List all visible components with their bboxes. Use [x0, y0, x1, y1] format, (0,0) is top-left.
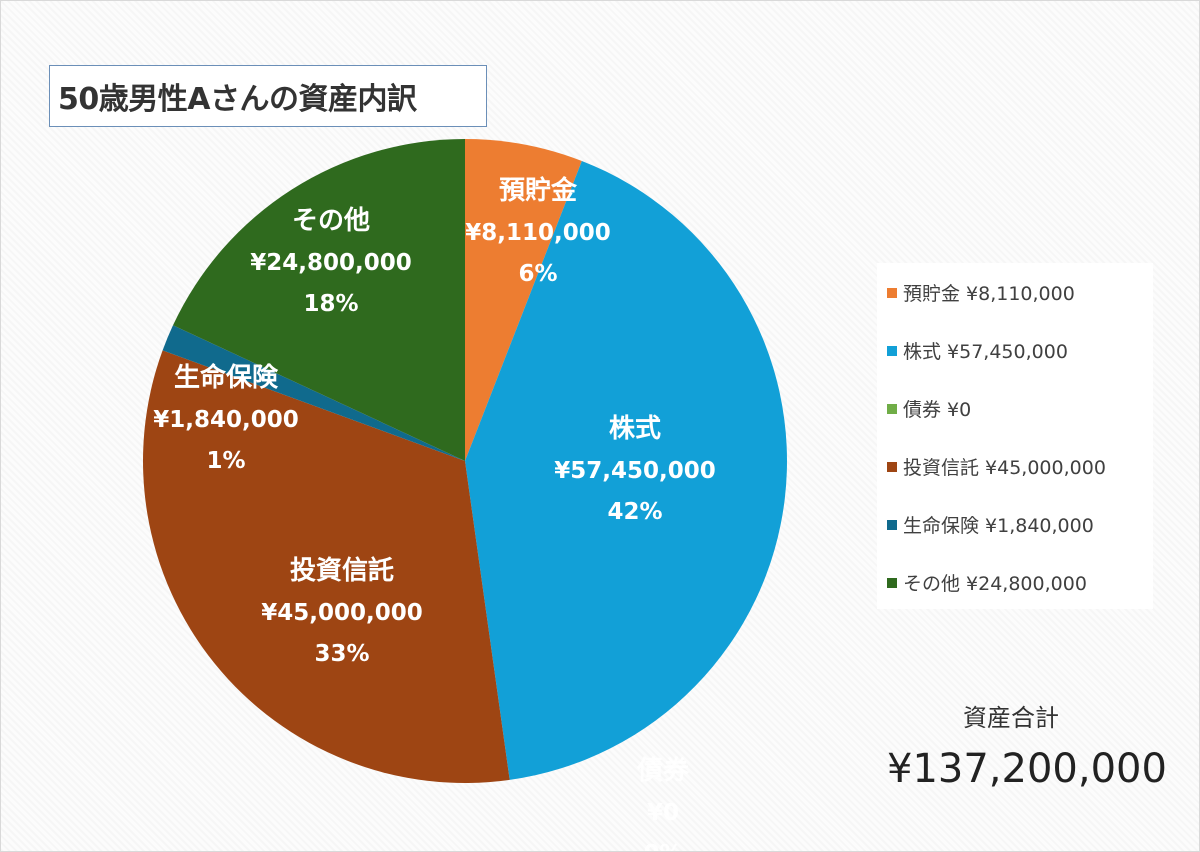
data-label-percent: 0% [643, 841, 682, 851]
legend-swatch [887, 577, 897, 588]
data-label: 預貯金 ¥8,110,000 6% [465, 175, 611, 287]
data-label-value: ¥0 [647, 800, 679, 826]
data-label-percent: 1% [206, 448, 245, 474]
legend-item: その他 ¥24,800,000 [887, 569, 1087, 596]
legend-swatch [887, 345, 897, 356]
total-value: ¥137,200,000 [887, 746, 1167, 792]
legend-swatch [887, 461, 897, 472]
legend-item: 生命保険 ¥1,840,000 [887, 511, 1094, 538]
legend-swatch [887, 403, 897, 414]
pie-slice [143, 350, 510, 783]
data-label: 生命保険 ¥1,840,000 1% [153, 362, 299, 474]
legend-label: 債券 ¥0 [903, 399, 972, 421]
pie-slice [465, 139, 582, 461]
data-label: 債券 ¥0 0% [636, 756, 690, 851]
legend-label: 投資信託 ¥45,000,000 [903, 457, 1106, 479]
data-label-value: ¥8,110,000 [465, 220, 611, 246]
pie-slice [162, 325, 466, 461]
data-label-value: ¥45,000,000 [261, 600, 423, 626]
data-label: その他 ¥24,800,000 18% [250, 206, 412, 317]
legend-item: 株式 ¥57,450,000 [887, 337, 1068, 364]
data-label-percent: 6% [518, 261, 557, 287]
data-label-percent: 18% [303, 291, 358, 317]
legend: 預貯金 ¥8,110,000 株式 ¥57,450,000 債券 ¥0 投資信託 ¥4… [877, 263, 1153, 609]
data-label-name: 債券 [636, 756, 690, 786]
data-label-value: ¥24,800,000 [250, 250, 412, 276]
data-label-name: 生命保険 [174, 362, 279, 393]
chart-title: 50歳男性Aさんの資産内訳 [49, 65, 487, 127]
legend-item: 債券 ¥0 [887, 395, 971, 422]
data-label-percent: 33% [314, 641, 369, 667]
data-label-name: 投資信託 [290, 555, 394, 586]
data-label: 投資信託 ¥45,000,000 33% [261, 555, 423, 667]
legend-label: 預貯金 ¥8,110,000 [903, 283, 1075, 305]
total-label: 資産合計 [963, 704, 1059, 732]
data-label-name: その他 [292, 206, 370, 236]
legend-label: 株式 ¥57,450,000 [903, 341, 1068, 363]
legend-swatch [887, 287, 897, 298]
data-label-percent: 42% [607, 499, 662, 525]
legend-item: 預貯金 ¥8,110,000 [887, 279, 1075, 306]
data-label-name: 預貯金 [499, 175, 578, 206]
data-label-value: ¥57,450,000 [554, 458, 716, 484]
legend-label: 生命保険 ¥1,840,000 [903, 515, 1094, 537]
data-label-value: ¥1,840,000 [153, 407, 299, 433]
pie-slice [173, 139, 465, 461]
legend-swatch [887, 519, 897, 530]
legend-label: その他 ¥24,800,000 [903, 573, 1087, 595]
data-label: 株式 ¥57,450,000 42% [554, 414, 716, 525]
legend-item: 投資信託 ¥45,000,000 [887, 453, 1106, 480]
pie-slice [465, 160, 787, 780]
data-label-name: 株式 [609, 414, 661, 444]
